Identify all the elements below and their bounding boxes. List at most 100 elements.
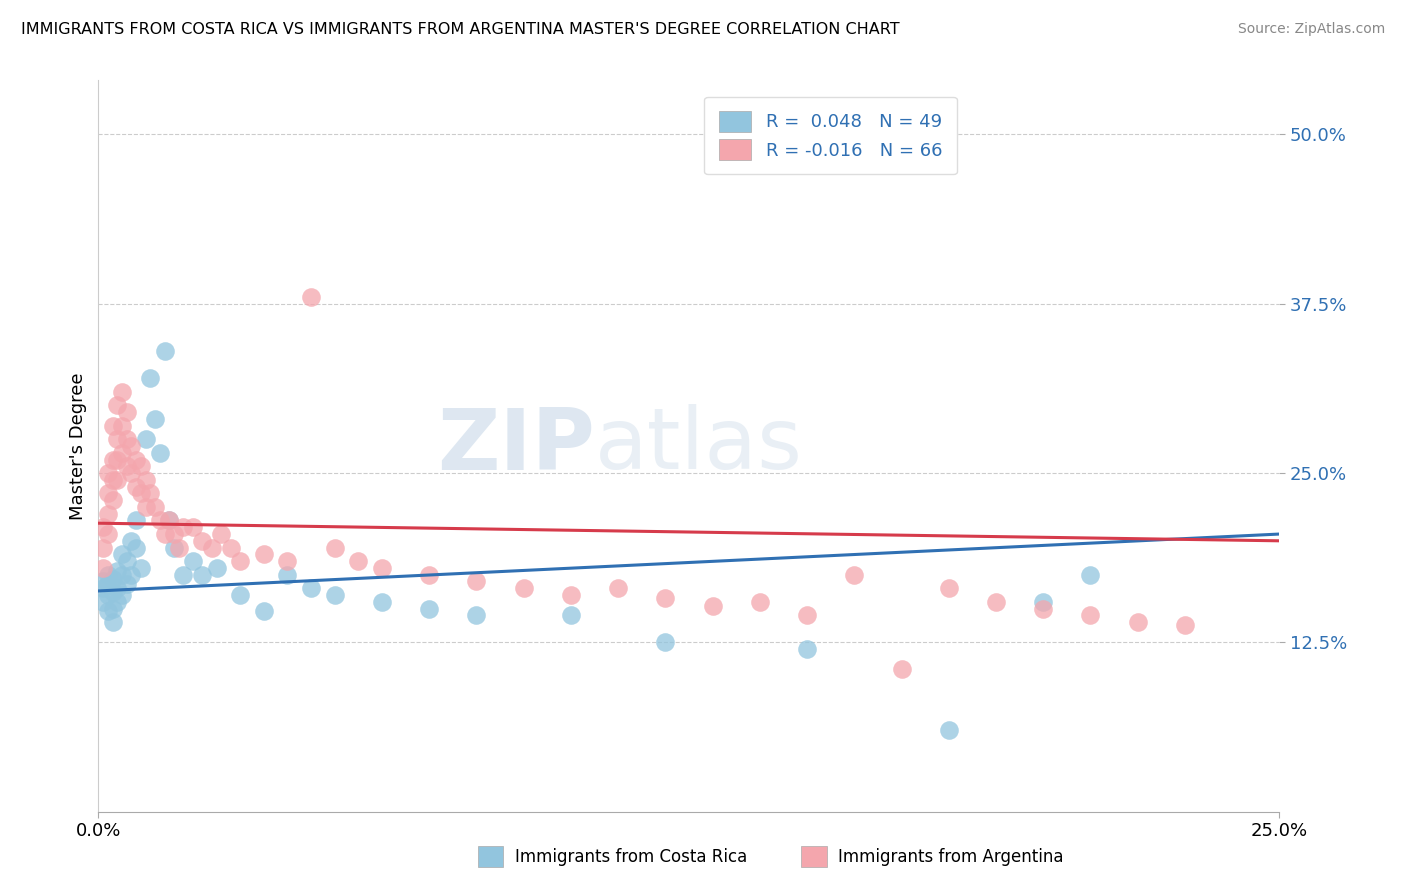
Point (323, 588, 346, 602)
Text: Source: ZipAtlas.com: Source: ZipAtlas.com (1237, 22, 1385, 37)
Point (209, 527, 232, 541)
Point (163, 527, 186, 541)
Point (323, 541, 346, 555)
Point (101, 473, 124, 487)
Point (111, 384, 134, 399)
Point (111, 567, 134, 582)
Point (115, 432, 138, 446)
Point (276, 567, 298, 582)
Point (1032, 595, 1054, 609)
Point (105, 595, 128, 609)
Point (418, 567, 440, 582)
Text: atlas: atlas (595, 404, 803, 488)
Point (105, 398, 128, 412)
Point (465, 608, 488, 623)
Point (796, 642, 818, 657)
Point (97, 466, 120, 480)
Text: IMMIGRANTS FROM COSTA RICA VS IMMIGRANTS FROM ARGENTINA MASTER'S DEGREE CORRELAT: IMMIGRANTS FROM COSTA RICA VS IMMIGRANTS… (21, 22, 900, 37)
Text: Immigrants from Argentina: Immigrants from Argentina (838, 847, 1063, 865)
Point (91, 595, 114, 609)
Point (101, 452, 124, 467)
Point (201, 541, 224, 555)
Point (229, 588, 252, 602)
Point (135, 500, 157, 514)
Point (347, 554, 370, 568)
Point (938, 581, 960, 595)
Point (149, 514, 172, 528)
Point (111, 418, 134, 433)
Point (101, 601, 124, 615)
Point (101, 572, 124, 586)
Point (229, 554, 252, 568)
Point (97, 486, 120, 500)
Point (101, 418, 124, 433)
Point (115, 405, 138, 419)
Point (101, 493, 124, 508)
Point (97, 567, 120, 582)
Point (115, 577, 138, 591)
Point (560, 608, 582, 623)
Point (890, 663, 912, 677)
Point (101, 615, 124, 629)
Y-axis label: Master's Degree: Master's Degree (69, 372, 87, 520)
Point (125, 480, 148, 494)
Point (101, 585, 124, 599)
Point (157, 514, 180, 528)
Point (172, 567, 194, 582)
Point (121, 533, 143, 548)
Point (219, 541, 242, 555)
Point (1032, 601, 1054, 615)
Point (938, 723, 960, 738)
Point (157, 514, 180, 528)
Point (105, 473, 128, 487)
Point (125, 541, 148, 555)
Point (153, 344, 176, 359)
Point (796, 608, 818, 623)
Point (91, 574, 114, 589)
Point (465, 574, 488, 589)
Text: ZIP: ZIP (437, 404, 595, 488)
Point (984, 595, 1007, 609)
Point (1174, 617, 1197, 632)
Point (1126, 615, 1149, 629)
Point (105, 581, 128, 595)
Point (139, 371, 162, 385)
Point (1080, 608, 1102, 623)
Point (654, 635, 676, 649)
Point (560, 588, 582, 602)
Point (97, 588, 120, 602)
Point (97, 507, 120, 521)
Point (607, 581, 630, 595)
Point (191, 567, 214, 582)
Point (105, 564, 128, 578)
Point (97, 527, 120, 541)
Point (129, 561, 152, 575)
Point (111, 588, 134, 602)
Point (135, 473, 157, 487)
Point (748, 595, 770, 609)
Point (702, 599, 724, 613)
Point (111, 446, 134, 460)
Point (1080, 567, 1102, 582)
Point (191, 533, 214, 548)
Legend: R =  0.048   N = 49, R = -0.016   N = 66: R = 0.048 N = 49, R = -0.016 N = 66 (704, 96, 957, 175)
Point (371, 595, 394, 609)
Point (512, 581, 534, 595)
Point (115, 459, 138, 474)
Point (129, 486, 152, 500)
Point (135, 432, 157, 446)
Point (844, 567, 866, 582)
Text: Immigrants from Costa Rica: Immigrants from Costa Rica (515, 847, 747, 865)
Point (97, 577, 120, 591)
Point (105, 432, 128, 446)
Point (97, 604, 120, 618)
Point (418, 601, 440, 615)
Point (125, 514, 148, 528)
Point (299, 290, 322, 304)
Point (167, 541, 190, 555)
Point (121, 466, 143, 480)
Point (654, 591, 676, 605)
Point (129, 459, 152, 474)
Point (163, 541, 186, 555)
Point (253, 547, 276, 561)
